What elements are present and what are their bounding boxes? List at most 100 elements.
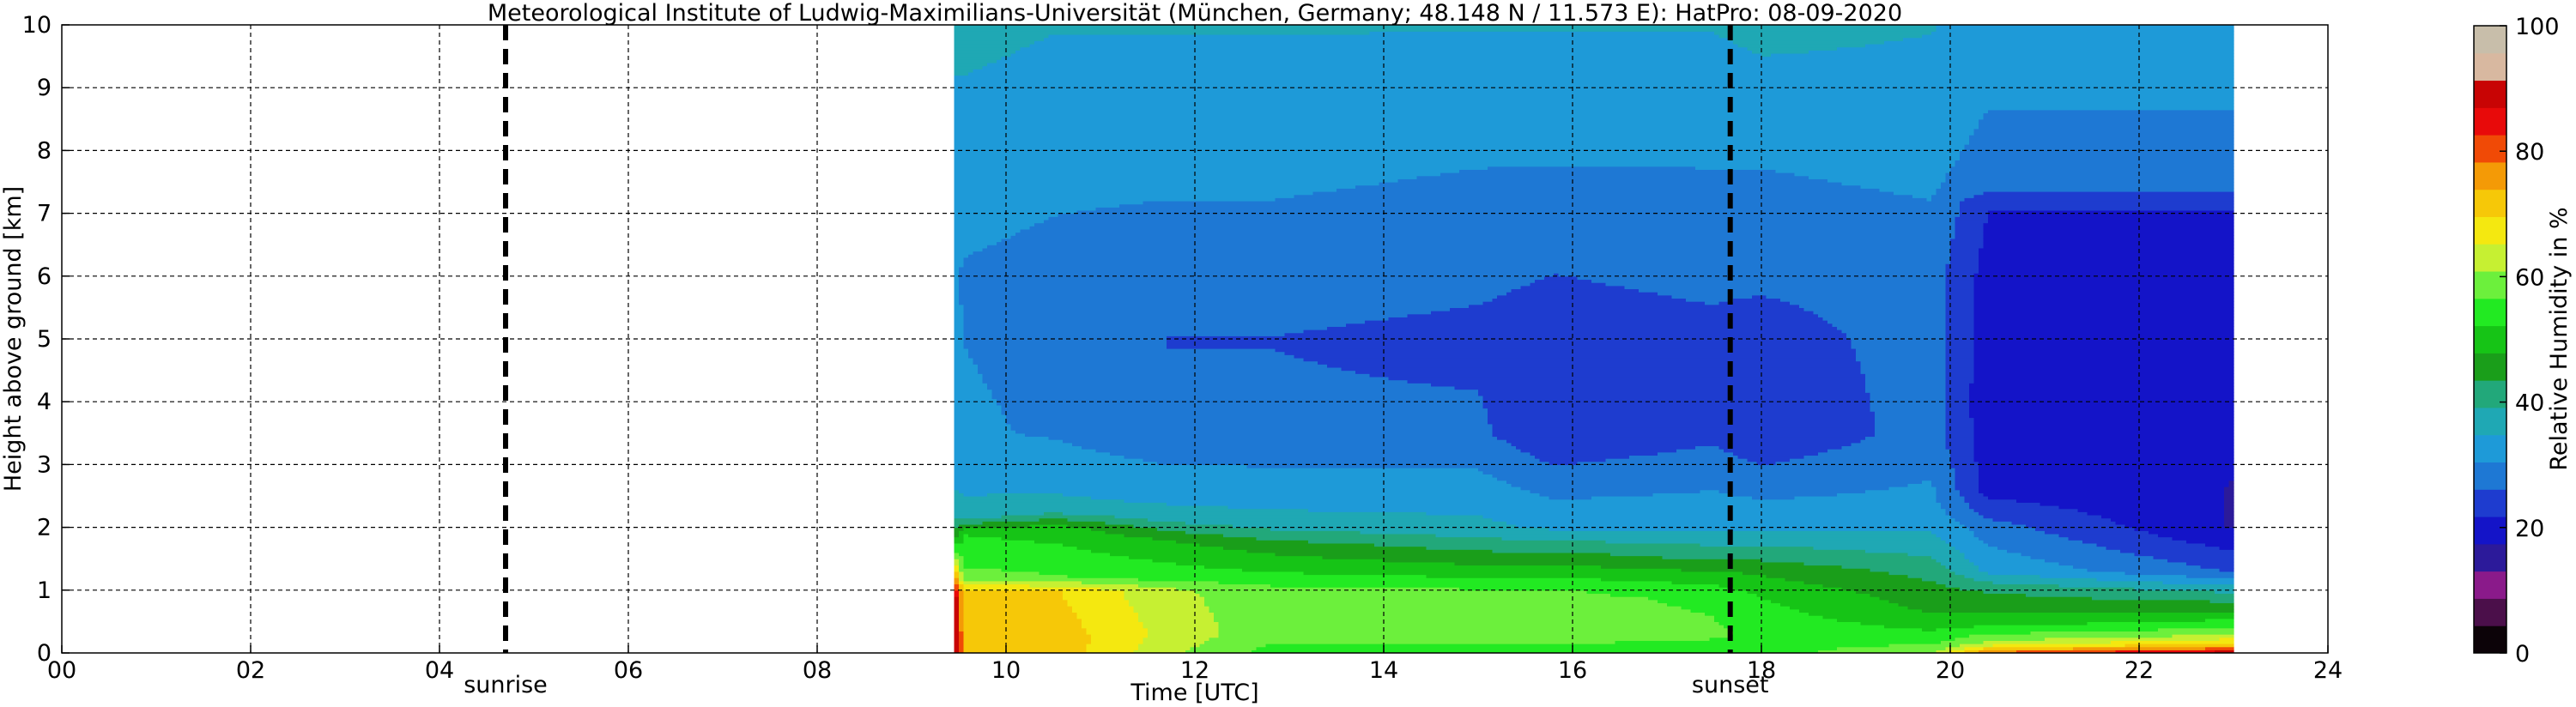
heatmap-cell <box>1021 144 1026 148</box>
heatmap-cell <box>968 518 973 522</box>
heatmap-cell <box>1039 480 1045 484</box>
heatmap-cell <box>1025 242 1030 245</box>
heatmap-cell <box>973 47 979 51</box>
heatmap-cell <box>987 63 992 66</box>
heatmap-cell <box>973 483 979 486</box>
heatmap-cell <box>964 204 969 208</box>
heatmap-cell <box>1006 583 1011 587</box>
heatmap-cell <box>1058 371 1064 374</box>
heatmap-cell <box>1021 339 1026 342</box>
heatmap-cell <box>1039 354 1045 358</box>
heatmap-cell <box>1039 609 1045 613</box>
heatmap-cell <box>1068 518 1073 522</box>
heatmap-cell <box>1068 628 1073 631</box>
heatmap-cell <box>1053 172 1058 176</box>
heatmap-cell <box>1021 449 1026 452</box>
heatmap-cell <box>1030 320 1035 323</box>
heatmap-cell <box>997 543 1002 547</box>
heatmap-cell <box>968 176 973 179</box>
heatmap-cell <box>1025 364 1030 367</box>
heatmap-cell <box>968 72 973 76</box>
heatmap-cell <box>1053 207 1058 210</box>
heatmap-cell <box>1044 292 1049 295</box>
heatmap-cell <box>983 267 988 270</box>
heatmap-cell <box>973 373 979 377</box>
heatmap-cell <box>992 455 997 458</box>
heatmap-cell <box>1068 364 1073 367</box>
heatmap-cell <box>987 323 992 327</box>
heatmap-cell <box>959 204 964 208</box>
heatmap-cell <box>955 640 960 644</box>
heatmap-cell <box>1053 104 1058 107</box>
heatmap-cell <box>1006 141 1011 144</box>
heatmap-cell <box>1058 320 1064 323</box>
heatmap-cell <box>1058 606 1064 609</box>
heatmap-cell <box>1058 354 1064 358</box>
heatmap-cell <box>992 518 997 522</box>
heatmap-cell <box>1058 424 1064 427</box>
heatmap-cell <box>959 371 964 374</box>
heatmap-cell <box>1025 367 1030 371</box>
heatmap-cell <box>1006 169 1011 172</box>
heatmap-cell <box>987 386 992 390</box>
heatmap-cell <box>987 269 992 273</box>
heatmap-cell <box>1053 286 1058 289</box>
heatmap-cell <box>1030 405 1035 408</box>
heatmap-cell <box>992 261 997 264</box>
heatmap-cell <box>1011 540 1016 543</box>
heatmap-cell <box>997 242 1002 245</box>
heatmap-cell <box>987 276 992 280</box>
heatmap-cell <box>955 31 960 34</box>
heatmap-cell <box>1039 53 1045 57</box>
heatmap-cell <box>997 323 1002 327</box>
heatmap-cell <box>955 496 960 499</box>
heatmap-cell <box>1011 188 1016 191</box>
heatmap-cell <box>997 317 1002 320</box>
heatmap-cell <box>1034 509 1039 512</box>
heatmap-cell <box>1025 279 1030 282</box>
heatmap-cell <box>1058 619 1064 622</box>
heatmap-cell <box>997 138 1002 142</box>
heatmap-cell <box>1025 78 1030 82</box>
heatmap-cell <box>1030 345 1035 348</box>
heatmap-cell <box>968 571 973 575</box>
heatmap-cell <box>1058 122 1064 125</box>
heatmap-cell <box>964 326 969 329</box>
heatmap-cell <box>973 364 979 367</box>
heatmap-cell <box>1011 245 1016 248</box>
heatmap-cell <box>1058 496 1064 499</box>
heatmap-cell <box>992 373 997 377</box>
heatmap-cell <box>997 364 1002 367</box>
heatmap-cell <box>1068 333 1073 336</box>
heatmap-cell <box>968 34 973 38</box>
heatmap-cell <box>1044 78 1049 82</box>
heatmap-cell <box>987 119 992 123</box>
heatmap-cell <box>1063 144 1068 148</box>
heatmap-cell <box>1058 317 1064 320</box>
heatmap-cell <box>987 609 992 613</box>
heatmap-cell <box>955 169 960 172</box>
heatmap-cell <box>968 195 973 198</box>
heatmap-cell <box>973 596 979 600</box>
heatmap-cell <box>1006 547 1011 550</box>
heatmap-cell <box>1006 631 1011 634</box>
heatmap-cell <box>968 112 973 116</box>
heatmap-cell <box>1044 34 1049 38</box>
heatmap-cell <box>973 28 979 32</box>
heatmap-cell <box>983 257 988 261</box>
heatmap-cell <box>1049 371 1054 374</box>
heatmap-cell <box>1058 647 1064 650</box>
heatmap-cell <box>987 157 992 160</box>
heatmap-cell <box>1030 596 1035 600</box>
heatmap-cell <box>1049 144 1054 148</box>
heatmap-cell <box>1030 443 1035 446</box>
heatmap-cell <box>955 82 960 85</box>
heatmap-cell <box>1025 445 1030 449</box>
heatmap-cell <box>1021 511 1026 515</box>
heatmap-cell <box>964 540 969 543</box>
heatmap-cell <box>1039 188 1045 191</box>
heatmap-cell <box>1011 640 1016 644</box>
heatmap-cell <box>1049 559 1054 562</box>
heatmap-cell <box>1063 333 1068 336</box>
heatmap-cell <box>1011 160 1016 163</box>
